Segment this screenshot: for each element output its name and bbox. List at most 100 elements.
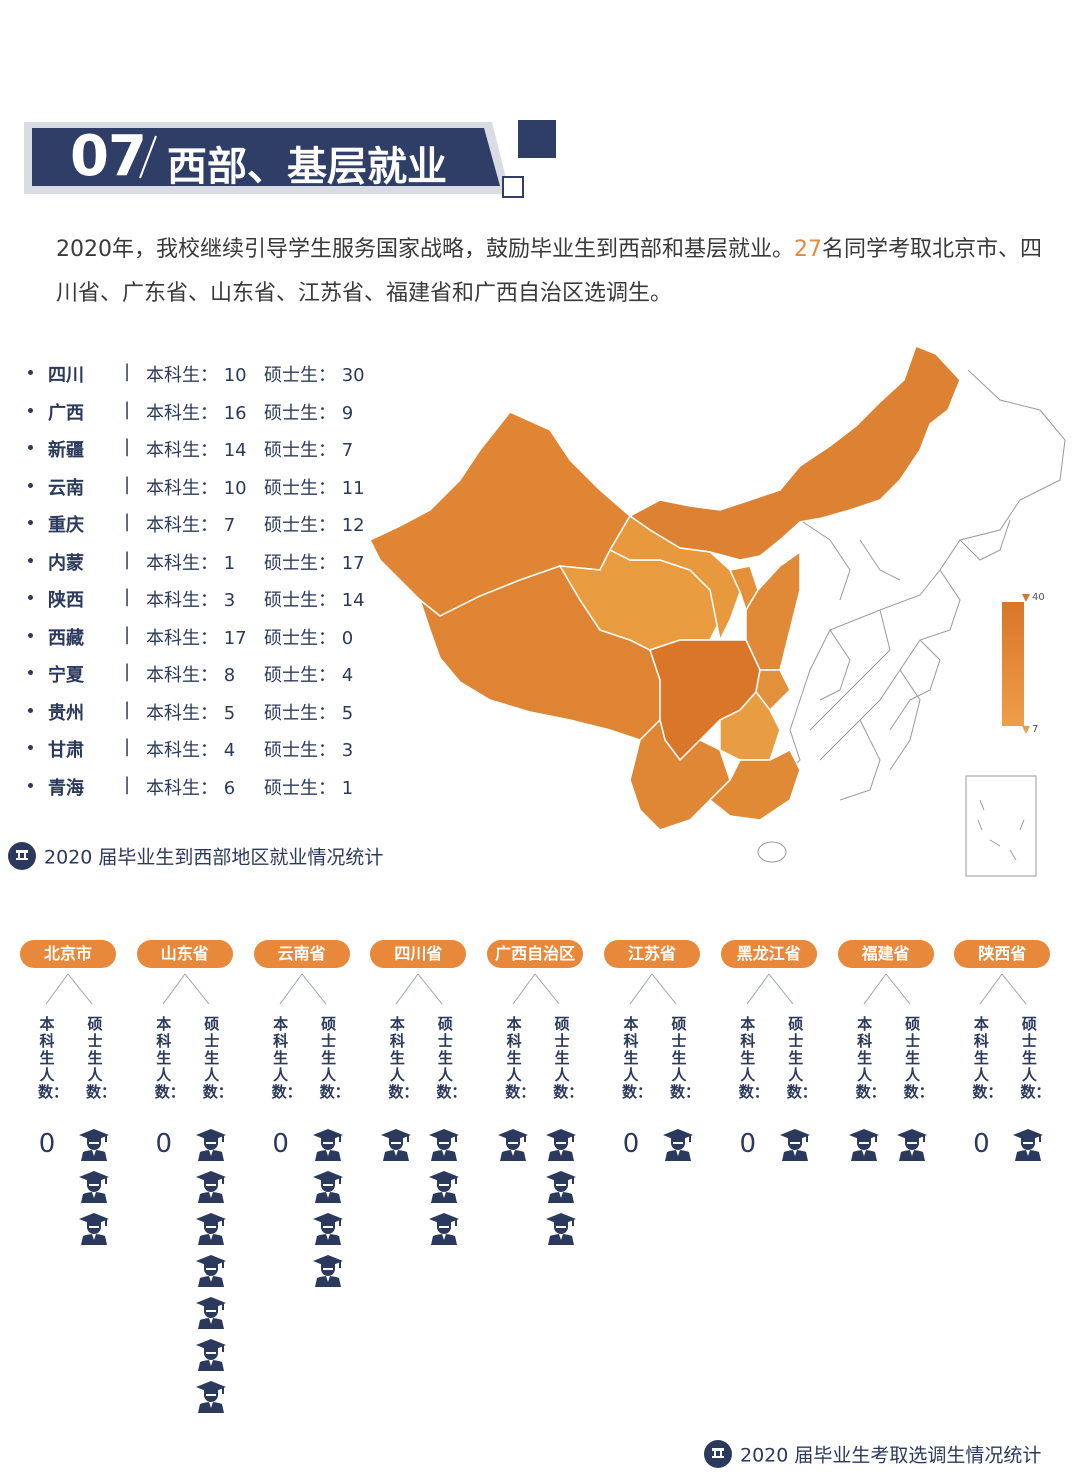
graduate-label: 硕士生人数：	[1020, 1015, 1051, 1101]
xuandiao-column: 广西自治区 本科生人数： 硕士生人数：	[487, 940, 587, 1420]
fork-lines	[863, 973, 910, 1005]
stat-province: 新疆	[48, 440, 84, 461]
bottom-caption-text: 2020 届毕业生考取选调生情况统计	[740, 1444, 1042, 1467]
institution-icon	[704, 1440, 732, 1468]
stat-undergrad: 本科生： 10	[146, 365, 247, 386]
china-map	[368, 345, 1066, 877]
graduate-count	[1012, 1128, 1046, 1170]
bullet-dot	[28, 482, 33, 488]
south-sea-inset	[965, 775, 1037, 877]
region-chongqing	[755, 669, 791, 712]
legend-max: 40	[1032, 592, 1045, 603]
undergrad-label: 本科生人数：	[271, 1015, 302, 1101]
xuandiao-column: 陕西省 本科生人数： 硕士生人数： 0	[954, 940, 1054, 1420]
bullet-dot	[28, 407, 33, 413]
graduate-icon	[546, 1213, 577, 1245]
graduate-icon	[195, 1297, 226, 1329]
stat-graduate: 硕士生： 1	[264, 777, 354, 799]
fork-lines	[512, 973, 560, 1005]
region-guizhou	[719, 690, 781, 761]
graduate-count	[779, 1128, 813, 1170]
province-pill: 广西自治区	[487, 940, 584, 968]
graduate-icon	[848, 1129, 879, 1161]
stat-separator: |	[124, 586, 131, 607]
stat-graduate: 硕士生： 0	[264, 627, 354, 649]
map-caption: 2020 届毕业生到西部地区就业情况统计	[8, 842, 383, 870]
graduate-icon	[779, 1129, 810, 1161]
province-pill: 北京市	[20, 940, 116, 968]
stat-undergrad: 本科生： 14	[146, 440, 247, 461]
stat-graduate: 硕士生： 9	[264, 402, 354, 424]
graduate-icon	[195, 1381, 226, 1413]
stat-separator: |	[124, 773, 131, 795]
undergrad-count: 0	[731, 1128, 765, 1170]
stat-graduate: 硕士生： 7	[264, 440, 354, 461]
stat-province: 内蒙	[48, 552, 84, 574]
graduate-count	[896, 1128, 930, 1170]
map-caption-text: 2020 届毕业生到西部地区就业情况统计	[44, 846, 384, 869]
undergrad-label: 本科生人数：	[388, 1015, 419, 1101]
stat-undergrad: 本科生： 16	[146, 402, 247, 424]
stat-separator: |	[124, 548, 131, 570]
graduate-icon	[195, 1339, 226, 1371]
xuandiao-column: 山东省 本科生人数： 硕士生人数： 0	[136, 940, 237, 1422]
graduate-icon	[195, 1171, 226, 1203]
intro-text-after: 名同学考取北京市、四川省、广东省、山东省、江苏省、福建省和广西自治区选调生。	[56, 237, 1043, 306]
bullet-dot	[28, 707, 33, 713]
zero-count: 0	[973, 1129, 990, 1159]
graduate-icon	[195, 1129, 226, 1161]
undergrad-label: 本科生人数：	[505, 1015, 536, 1101]
zero-count: 0	[622, 1129, 640, 1159]
bullet-dot	[28, 520, 33, 525]
graduate-count	[545, 1128, 579, 1254]
region-shaanxi	[745, 550, 801, 671]
fork-lines	[629, 973, 677, 1005]
stat-graduate: 硕士生： 17	[264, 552, 365, 574]
bullet-dot	[28, 632, 33, 638]
undergrad-count: 0	[147, 1128, 181, 1170]
graduate-label: 硕士生人数：	[319, 1015, 350, 1101]
fork-lines	[979, 973, 1027, 1005]
graduate-icon	[79, 1213, 109, 1245]
undergrad-label: 本科生人数：	[855, 1015, 886, 1101]
zero-count: 0	[38, 1129, 56, 1159]
fork-lines	[279, 973, 326, 1005]
bullet-dot	[28, 595, 33, 600]
stat-graduate: 硕士生： 30	[264, 365, 365, 386]
xuandiao-column: 江苏省 本科生人数： 硕士生人数： 0	[604, 940, 704, 1420]
graduate-icon	[79, 1129, 109, 1161]
stat-province: 广西	[48, 402, 84, 424]
fork-lines	[395, 973, 443, 1005]
intro-text-before: 2020年，我校继续引导学生服务国家战略，鼓励毕业生到西部和基层就业。	[56, 237, 794, 262]
graduate-icon	[381, 1129, 412, 1161]
province-pill: 山东省	[136, 940, 233, 968]
province-pill: 黑龙江省	[720, 940, 817, 968]
intro-count: 27	[794, 237, 822, 262]
graduate-count	[312, 1128, 346, 1296]
province-pill: 陕西省	[954, 940, 1051, 968]
stat-undergrad: 本科生： 7	[146, 515, 236, 536]
undergrad-label: 本科生人数：	[738, 1015, 769, 1101]
bullet-dot	[28, 782, 33, 788]
stat-graduate: 硕士生： 14	[264, 590, 365, 611]
stat-separator: |	[124, 511, 131, 532]
graduate-label: 硕士生人数：	[202, 1015, 233, 1101]
stat-province: 陕西	[48, 590, 84, 611]
stat-undergrad: 本科生： 4	[146, 740, 236, 761]
section-title: 西部、基层就业	[167, 144, 447, 190]
institution-icon	[8, 842, 36, 870]
section-header: 07 西部、基层就业	[22, 120, 562, 200]
graduate-icon	[1013, 1129, 1044, 1161]
stat-undergrad: 本科生： 6	[146, 777, 236, 799]
undergrad-count: 0	[964, 1128, 998, 1170]
header-banner	[24, 122, 510, 194]
fork-lines	[45, 973, 93, 1005]
graduate-label: 硕士生人数：	[786, 1015, 817, 1101]
fork-lines	[162, 973, 210, 1005]
stat-separator: |	[124, 473, 131, 495]
graduate-count	[195, 1128, 229, 1422]
fork-lines	[746, 973, 794, 1005]
graduate-icon	[498, 1129, 529, 1161]
stat-undergrad: 本科生： 1	[146, 552, 236, 574]
decor-square	[518, 120, 556, 158]
